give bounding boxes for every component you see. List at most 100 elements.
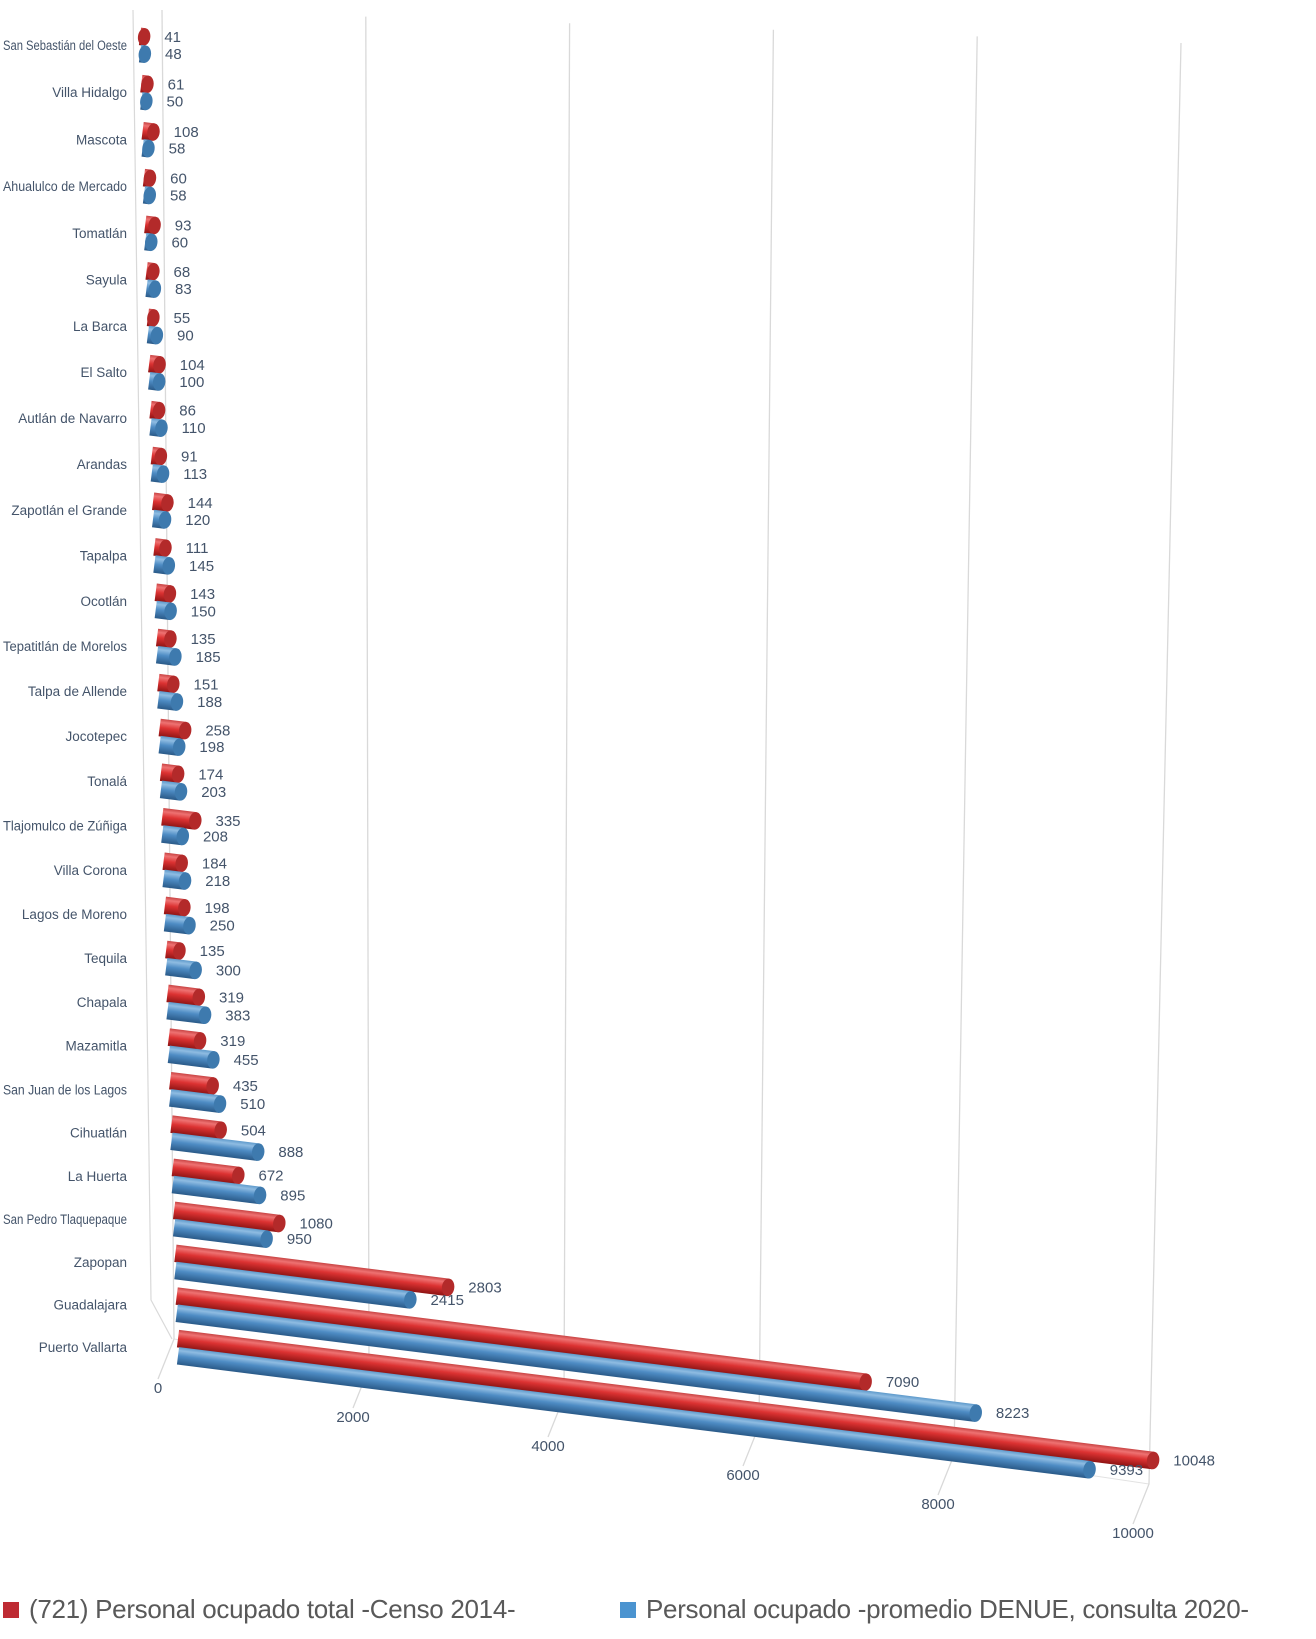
value-label: 435 [233,1078,258,1095]
value-label: 108 [174,124,199,141]
bar [144,232,158,252]
bar [138,44,152,63]
bar-end-cap [148,216,161,235]
legend-item-denue-2020: Personal ocupado -promedio DENUE, consul… [620,1594,1249,1625]
value-label: 218 [205,873,230,890]
value-label: 68 [174,264,191,281]
bar-end-cap [152,401,166,420]
bar-end-cap [178,899,191,917]
bar-end-cap [155,419,168,437]
legend-label-censo: (721) Personal ocupado total -Censo 2014… [29,1594,516,1624]
bar-end-cap [176,827,190,846]
value-label: 144 [188,495,213,512]
bar-end-cap [273,1214,286,1233]
bar-end-cap [189,812,202,830]
bar [155,628,177,648]
category-label: San Sebastián del Oeste [3,38,127,53]
bar-end-cap [193,1032,207,1050]
bar-end-cap [145,233,158,252]
bar [165,940,186,960]
bar [153,555,176,575]
bar-end-cap [183,916,196,935]
bar [167,1028,207,1050]
bar-end-cap [141,75,154,94]
bar [158,735,186,756]
category-label: Sayula [86,273,128,288]
value-label: 9393 [1110,1462,1143,1479]
value-label: 319 [220,1033,245,1050]
value-label: 41 [164,29,181,46]
bar [146,325,164,345]
bar-end-cap [206,1077,219,1095]
bar-end-cap [1083,1461,1096,1479]
bar [175,1287,872,1391]
category-label: Lagos de Moreno [22,907,127,922]
bar-end-cap [140,92,153,111]
bar [162,869,192,890]
value-label: 86 [179,403,196,420]
bar [157,673,180,694]
value-label: 2803 [468,1279,501,1296]
value-label: 100 [179,374,204,391]
category-label: Tonalá [87,774,127,789]
bar-end-cap [153,356,166,374]
bar [146,308,160,327]
bar-end-cap [441,1278,455,1297]
value-label: 250 [210,918,235,935]
bar [142,186,156,205]
value-label: 48 [165,46,182,63]
value-label: 150 [191,603,216,620]
bar-end-cap [404,1291,417,1309]
value-label: 198 [205,900,230,917]
bar [172,1218,273,1248]
value-label: 90 [177,328,194,345]
category-label: Guadalajara [53,1298,127,1313]
bar [174,1244,455,1297]
category-label: Tapalpa [80,548,128,563]
value-label: 58 [169,141,186,158]
bar [157,691,184,711]
value-label: 61 [168,76,185,93]
bar-end-cap [148,280,162,298]
bar-end-cap [147,263,160,281]
legend-label-denue: Personal ocupado -promedio DENUE, consul… [646,1594,1249,1624]
bar [175,1304,982,1422]
category-label: Puerto Vallarta [39,1340,128,1355]
x-tick-label: 8000 [921,1496,954,1513]
value-label: 60 [170,170,187,187]
value-label: 300 [216,962,241,979]
bar [170,1115,227,1140]
bar-end-cap [172,738,186,756]
value-label: 135 [200,943,225,960]
value-label: 8223 [996,1405,1029,1422]
x-tick-label: 10000 [1112,1525,1154,1542]
value-label: 510 [240,1096,265,1113]
value-label: 113 [183,466,207,483]
category-label: El Salto [80,365,127,380]
bar [145,262,160,281]
bar-end-cap [859,1373,872,1391]
value-label: 135 [191,631,216,648]
value-label: 258 [205,723,230,740]
bar-end-cap [167,675,180,694]
bar-end-cap [198,1006,212,1025]
value-label: 151 [193,676,218,693]
bar-end-cap [189,961,202,980]
bar [155,645,182,666]
value-label: 104 [180,357,205,374]
bar-end-cap [173,942,186,960]
bar-end-cap [178,872,192,890]
category-label: Autlán de Navarro [18,411,127,426]
value-label: 58 [170,188,187,205]
bar [142,168,157,188]
bar-end-cap [174,783,188,801]
category-label: La Huerta [68,1169,128,1184]
category-label: Zapopan [74,1255,127,1270]
bar-end-cap [147,123,160,141]
value-label: 950 [287,1231,312,1248]
bar-end-cap [162,557,176,575]
category-label: San Pedro Tlaquepaque [3,1212,127,1227]
bar [149,400,166,420]
gridline [352,16,370,1409]
